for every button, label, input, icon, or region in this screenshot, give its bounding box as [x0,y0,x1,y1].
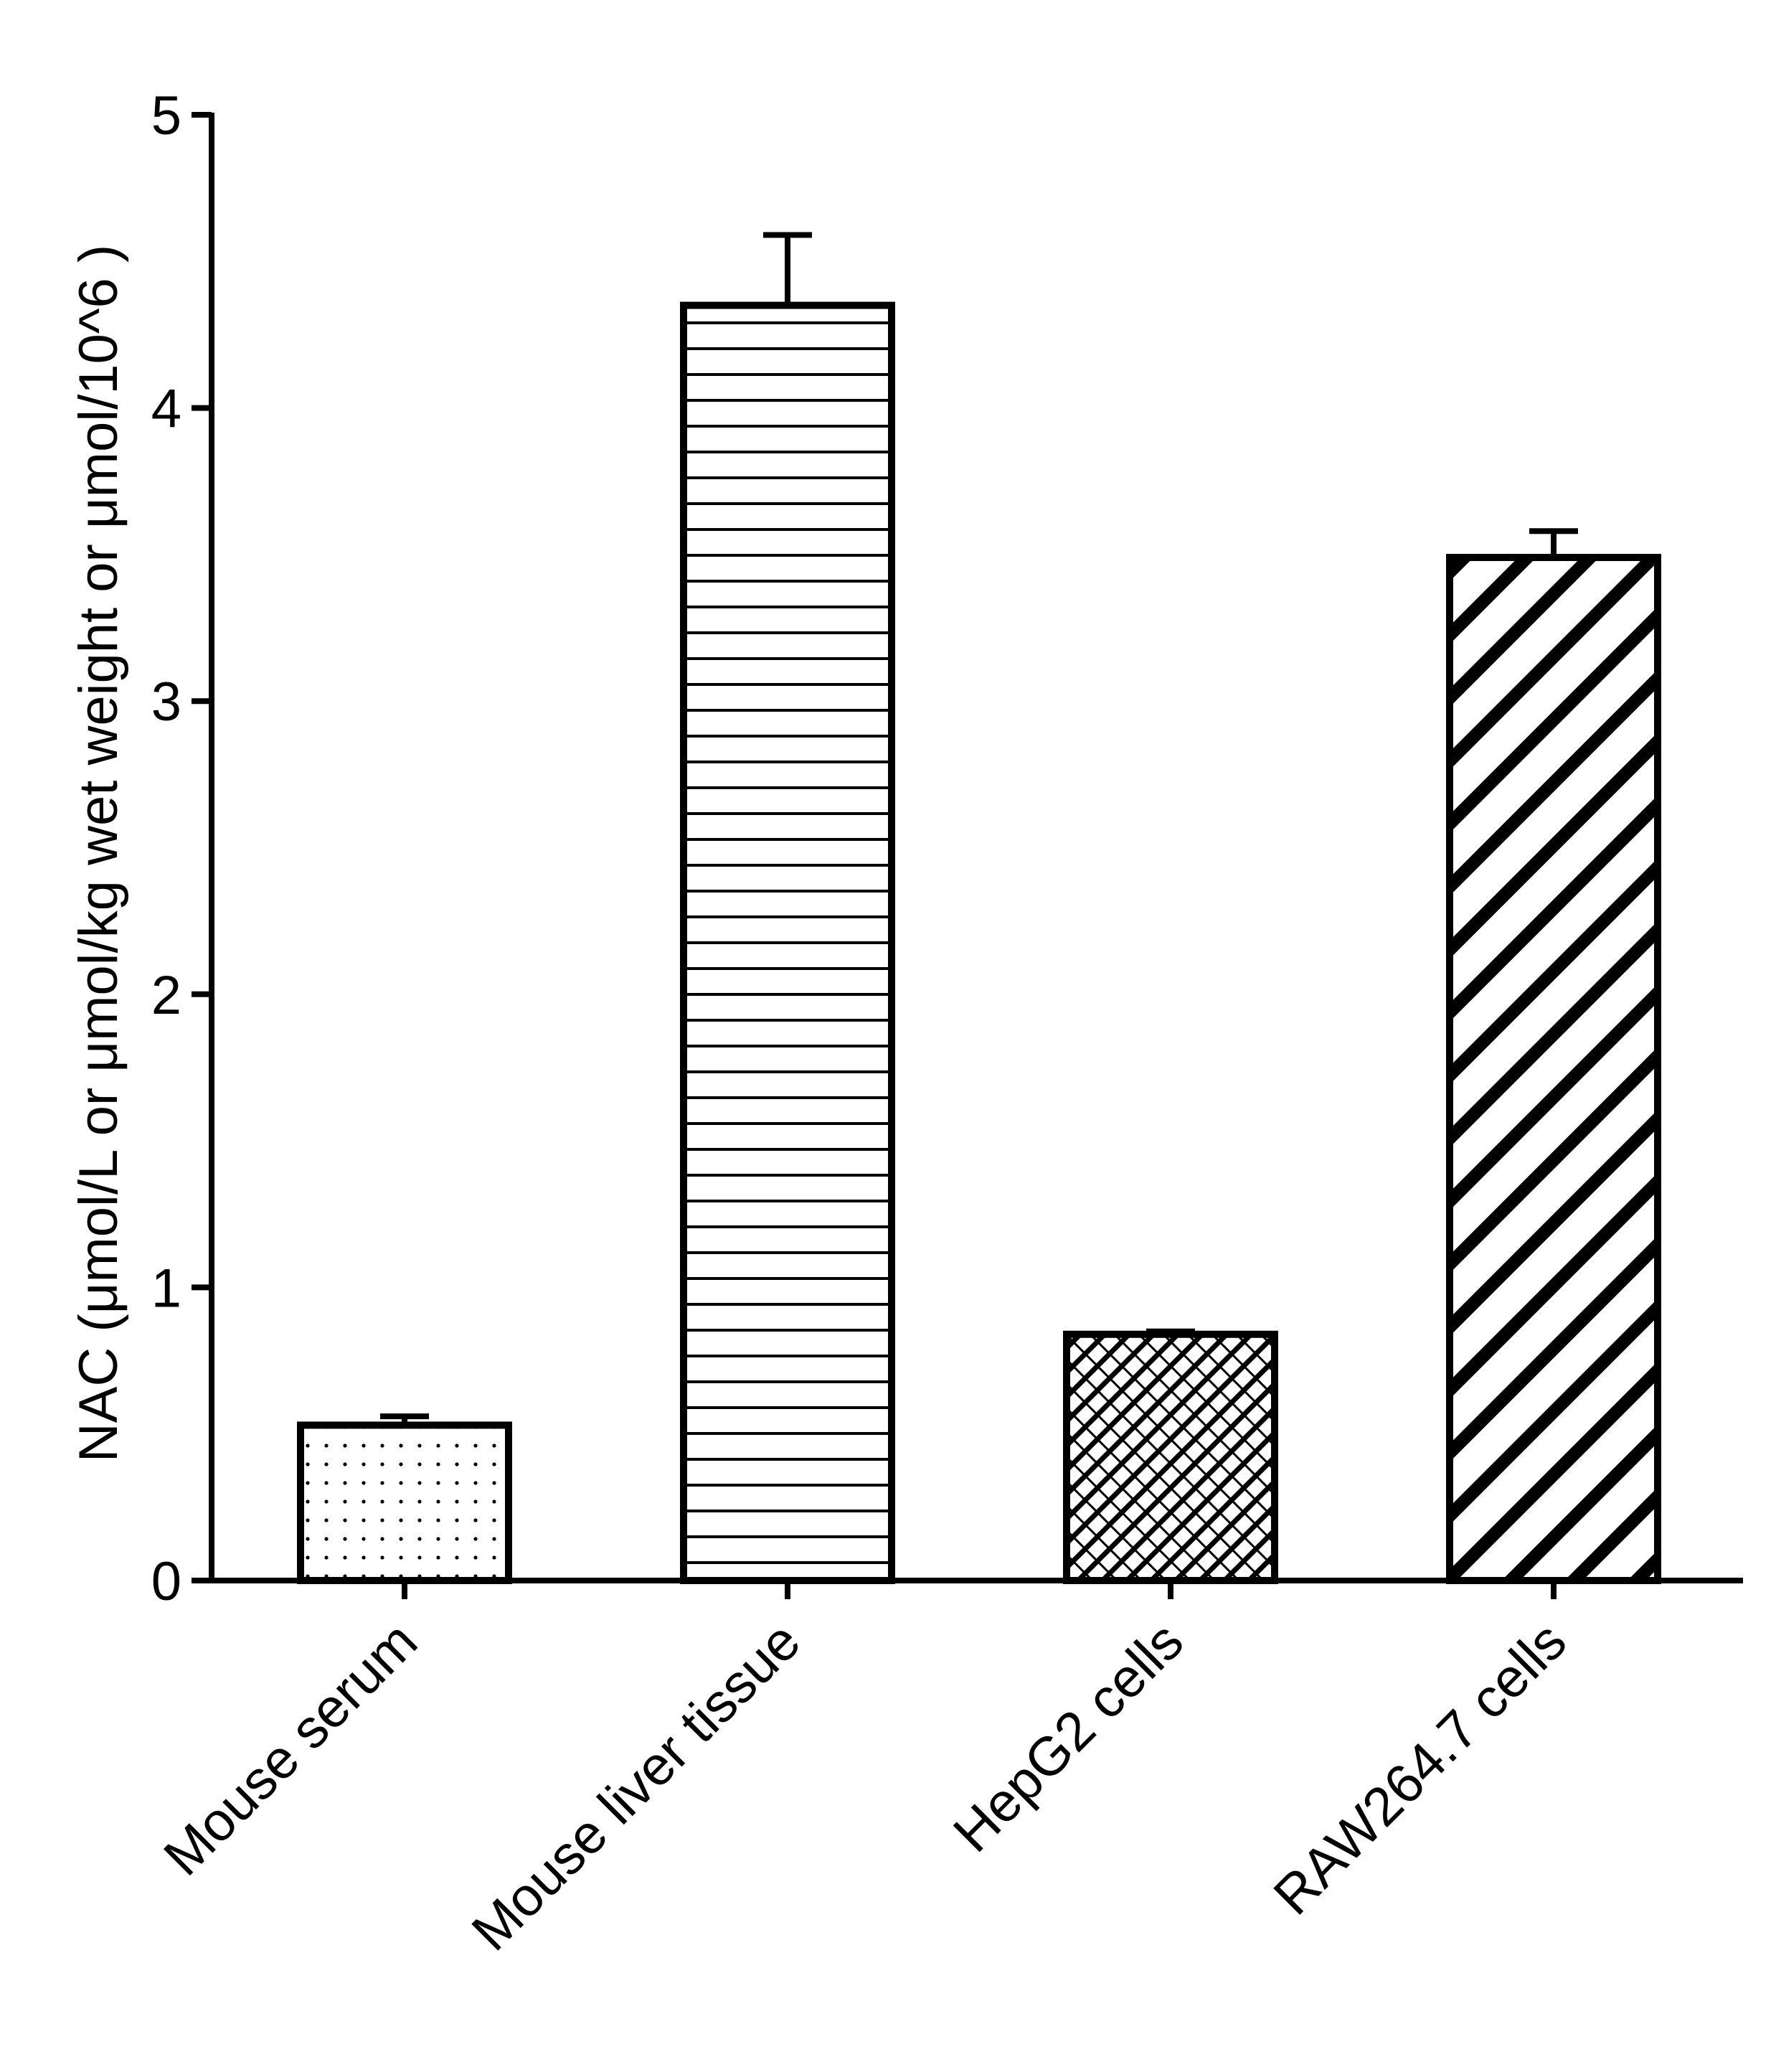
bars: Mouse serum Mouse liver tissue HepG2 cells… [152,232,1661,1962]
bar [297,1421,512,1585]
y-tick-label: 1 [151,1258,181,1319]
bar-group: HepG2 cells [942,1328,1278,1864]
y-tick-label: 2 [151,965,181,1026]
y-tick-label: 5 [151,85,181,146]
bar-group: RAW264.7 cells [1262,528,1661,1926]
y-tick-label: 4 [151,379,181,440]
bar [680,301,895,1585]
category-label: Mouse liver tissue [460,1611,812,1962]
bar [1446,553,1661,1585]
bar [1063,1330,1278,1584]
category-label: RAW264.7 cells [1262,1611,1578,1926]
y-tick-label: 0 [151,1551,181,1612]
y-axis-title: NAC (μmol/L or μmol/kg wet weight or μmo… [68,245,129,1462]
category-label: Mouse serum [152,1611,429,1888]
category-label: HepG2 cells [942,1611,1195,1864]
bar-group: Mouse liver tissue [460,232,895,1962]
y-axis: 0 1 2 3 4 5 [151,85,214,1612]
y-tick-label: 3 [151,672,181,733]
bar-group: Mouse serum [152,1413,512,1888]
